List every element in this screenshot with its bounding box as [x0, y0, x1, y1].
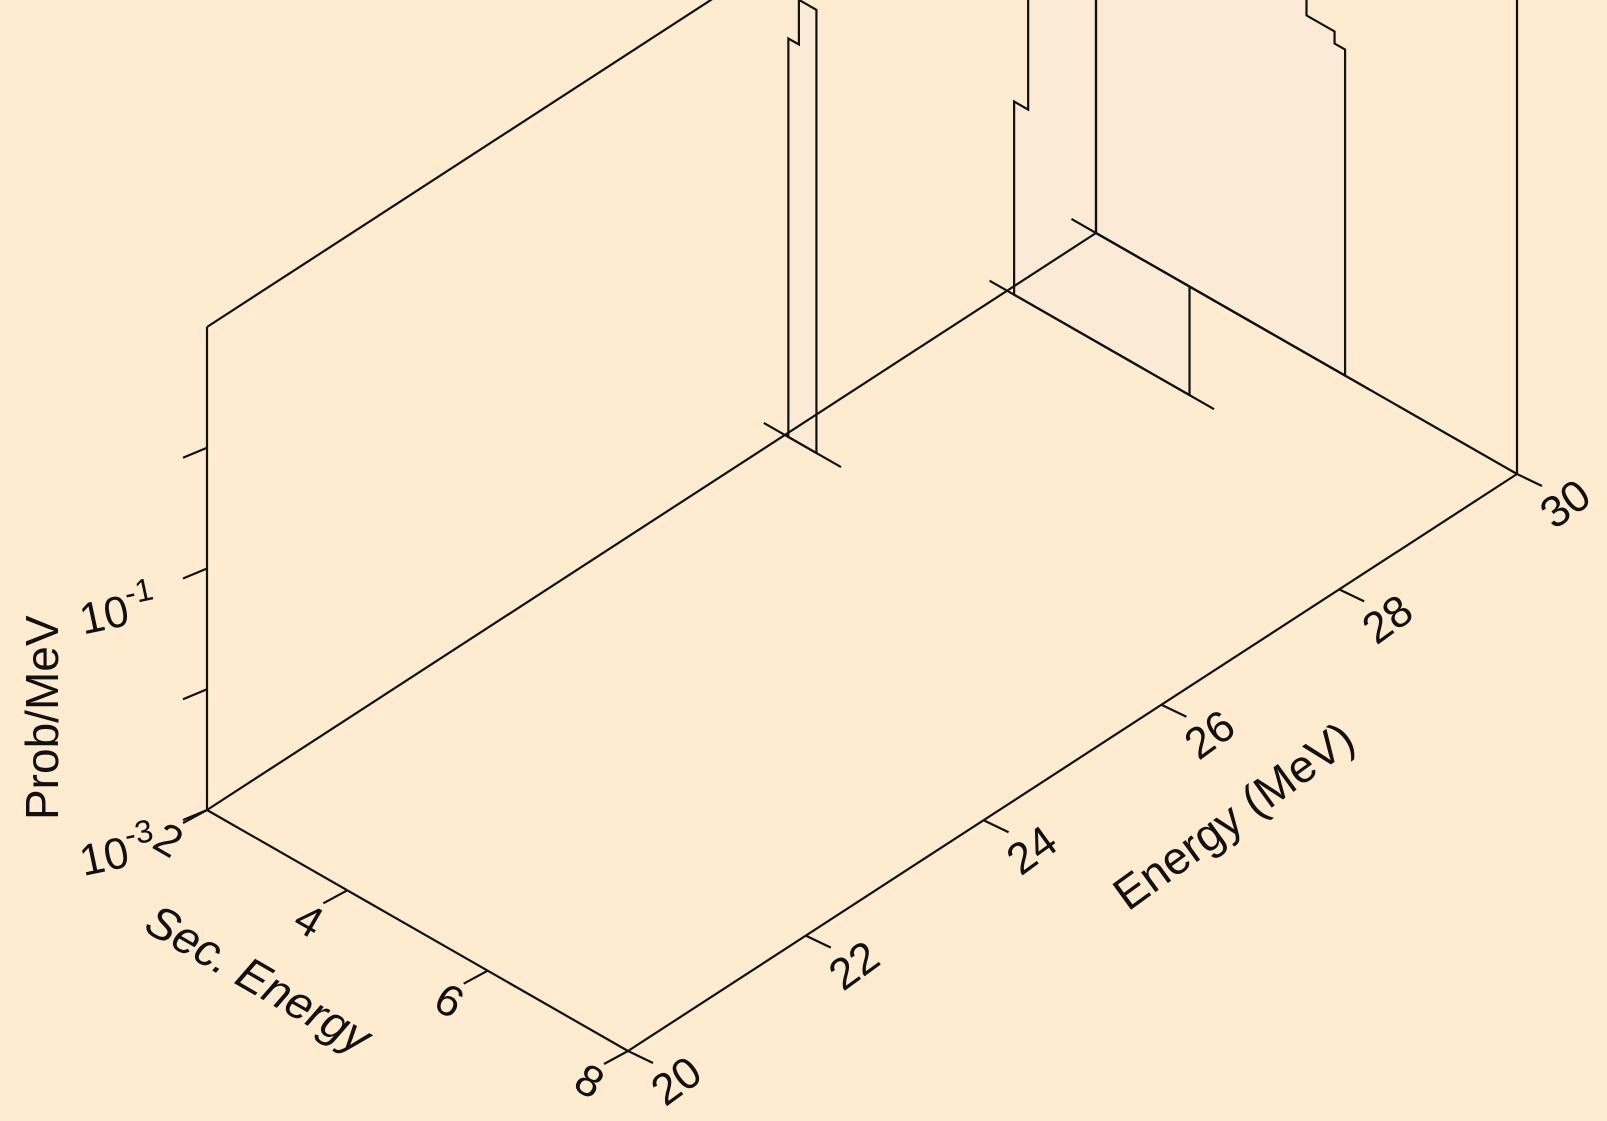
- z-tick-label-1: 10-1: [73, 571, 161, 645]
- z-tick--2: [182, 688, 208, 701]
- y-tick-label-22: 22: [820, 932, 888, 1000]
- z-tick-label-0: 10-3: [73, 812, 161, 886]
- slices-layer: [763, 0, 1371, 469]
- y-axis-line: [627, 473, 1518, 1052]
- y-tick-label-30: 30: [1531, 470, 1599, 538]
- back-wall-bottom-edge: [206, 232, 1097, 811]
- z-tick--3: [182, 808, 208, 822]
- y-tick-label-24: 24: [998, 816, 1066, 884]
- x-tick-label-4: 4: [286, 893, 332, 948]
- slice-1-baseline: [989, 279, 1215, 411]
- y-tick-label-20: 20: [642, 1047, 710, 1115]
- x-tick-label-8: 8: [566, 1054, 612, 1109]
- y-tick-26: [1160, 703, 1187, 718]
- z-tick--1: [182, 567, 208, 580]
- slice-0-baseline: [763, 421, 842, 469]
- axes-layer: [182, 0, 1543, 1065]
- slice-0-profile: [787, 0, 818, 455]
- x-tick-8: [603, 1050, 629, 1065]
- x-tick-6: [463, 969, 489, 985]
- y-tick-24: [983, 819, 1010, 834]
- x-axis-line: [206, 809, 629, 1052]
- y-tick-22: [805, 934, 832, 949]
- y-tick-28: [1338, 588, 1365, 603]
- y-tick-label-26: 26: [1176, 701, 1244, 769]
- y-tick-label-28: 28: [1353, 585, 1421, 653]
- back-wall-top-edge: [206, 0, 713, 328]
- side-floor-edge: [1095, 232, 1518, 475]
- z-tick-0: [182, 446, 208, 459]
- slice-2-profile: [1094, 0, 1347, 378]
- y-tick-20: [627, 1050, 654, 1064]
- x-axis-label: Sec. Energy: [137, 894, 383, 1066]
- x-tick-4: [322, 889, 348, 905]
- y-tick-30: [1516, 473, 1543, 487]
- x-tick-label-6: 6: [426, 974, 472, 1029]
- z-axis-label: Prob/MeV: [16, 615, 68, 820]
